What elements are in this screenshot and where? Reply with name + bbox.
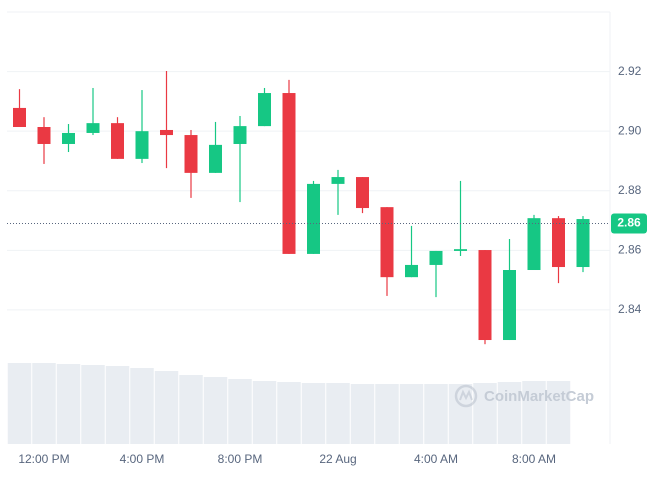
candle-body (233, 126, 247, 144)
y-tick-label: 2.84 (618, 302, 642, 316)
volume-bar (301, 383, 326, 444)
volume-bar (130, 368, 154, 444)
watermark-logo (454, 384, 478, 408)
volume-bar (7, 363, 32, 444)
volume-bar (522, 381, 546, 444)
volume-bar (32, 363, 56, 444)
candle-body (454, 249, 467, 251)
x-tick-label: 8:00 AM (512, 452, 556, 466)
candle-body (576, 219, 590, 268)
candle-body (37, 127, 51, 144)
candle-body (405, 264, 418, 278)
volume-bar (375, 384, 399, 444)
volume-bar (154, 371, 179, 444)
y-tick-label: 2.90 (618, 123, 642, 137)
volume-bar (350, 384, 375, 444)
candle-body (282, 93, 296, 254)
current-price-badge (611, 213, 647, 234)
candle-body (380, 207, 394, 278)
watermark: CoinMarketCap (484, 388, 594, 405)
volume-bar (277, 382, 301, 444)
candle-body (86, 123, 100, 133)
volume-bar (326, 383, 350, 444)
x-tick-label: 4:00 PM (120, 452, 165, 466)
volume-bar (81, 365, 105, 444)
candle-body (209, 144, 222, 173)
candle-body (527, 218, 541, 271)
candle-body (356, 177, 369, 209)
x-tick-label: 4:00 AM (414, 452, 458, 466)
candle-body (184, 135, 198, 173)
volume-bar (228, 379, 252, 444)
candle-body (160, 129, 173, 136)
candle-body (258, 93, 271, 127)
volume-bar (56, 364, 81, 444)
x-tick-label: 22 Aug (319, 452, 356, 466)
candle-body (135, 131, 149, 159)
volume-bar (105, 366, 130, 444)
volume-bar (473, 383, 497, 444)
candle-body (307, 183, 320, 254)
x-tick-label: 12:00 PM (18, 452, 69, 466)
volume-bar (546, 381, 571, 444)
candle-body (111, 123, 124, 159)
candle-body (62, 132, 75, 144)
candle-body (13, 107, 26, 128)
x-tick-label: 8:00 PM (218, 452, 263, 466)
current-price-label: 2.86 (617, 216, 641, 230)
candle-body (478, 250, 492, 341)
volume-bar (399, 384, 424, 444)
candle-body (429, 250, 443, 265)
volume-bar (179, 375, 203, 444)
candle-body (552, 218, 565, 268)
y-tick-label: 2.86 (618, 243, 642, 257)
volume-bar (203, 377, 228, 444)
volume-bar (497, 382, 522, 444)
candle-body (331, 177, 345, 184)
volume-bar (252, 381, 277, 444)
y-tick-label: 2.88 (618, 183, 642, 197)
y-tick-label: 2.92 (618, 64, 642, 78)
candle-body (503, 270, 516, 341)
volume-bar (424, 384, 448, 444)
